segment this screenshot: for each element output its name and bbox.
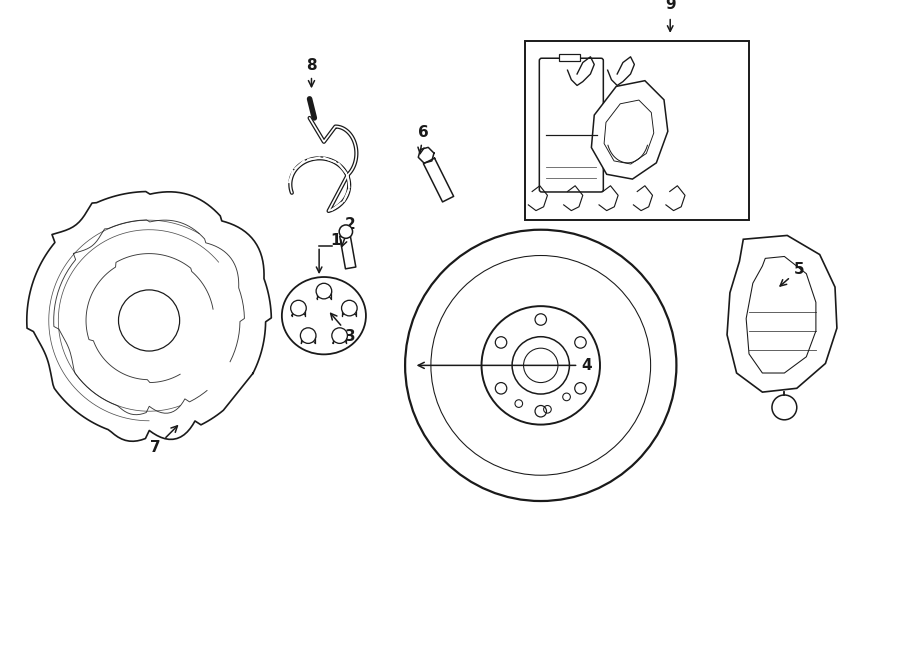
Polygon shape [423,158,454,202]
FancyBboxPatch shape [539,58,603,192]
Circle shape [341,300,357,316]
Circle shape [772,395,796,420]
Circle shape [332,328,347,344]
Text: 3: 3 [330,313,356,344]
Bar [525,40,749,220]
Bar [560,54,580,61]
Text: 4: 4 [418,358,592,373]
Circle shape [316,284,332,299]
Polygon shape [418,147,434,163]
Circle shape [301,328,316,344]
Circle shape [339,225,353,239]
Polygon shape [591,81,668,179]
Text: 1: 1 [330,233,340,249]
Text: 7: 7 [150,426,177,455]
Polygon shape [727,235,837,392]
Text: 9: 9 [665,0,676,12]
Polygon shape [339,235,356,269]
Circle shape [291,300,306,316]
Text: 8: 8 [306,58,317,87]
Text: 2: 2 [341,217,356,247]
Text: 6: 6 [418,125,428,153]
Text: 5: 5 [780,262,804,286]
